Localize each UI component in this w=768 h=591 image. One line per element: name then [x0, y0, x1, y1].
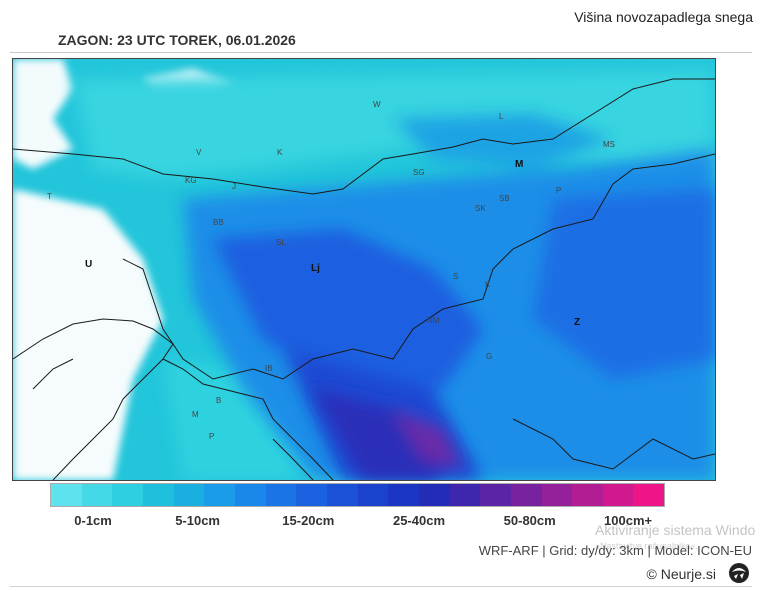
legend-swatch [633, 484, 665, 506]
model-info: WRF-ARF | Grid: dy/dy: 3km | Model: ICON… [478, 543, 752, 558]
legend-swatch [572, 484, 603, 506]
legend-label: 0-1cm [74, 513, 112, 528]
legend-swatch [234, 484, 266, 506]
legend-swatch [142, 484, 174, 506]
place-label: SK [475, 204, 486, 213]
place-label: U [85, 259, 92, 270]
place-label: SB [499, 194, 510, 203]
place-label: V [196, 148, 202, 157]
place-label: IB [265, 364, 273, 373]
place-label: P [209, 432, 214, 441]
legend-labels: 0-1cm 5-10cm 15-20cm 25-40cm 50-80cm 100cm+ [50, 513, 665, 531]
place-label: B [216, 396, 221, 405]
country-borders [13, 78, 715, 480]
place-labels: W L MS M SG T V K KG J P SK SB BB U Lj S… [47, 100, 615, 441]
place-label: M [192, 410, 199, 419]
place-label: K [277, 148, 283, 157]
legend-swatch [204, 484, 235, 506]
place-label: L [499, 112, 504, 121]
legend-swatch [326, 484, 358, 506]
snow-40-80cm [313, 389, 463, 480]
legend-swatch [480, 484, 511, 506]
storm-logo-icon [728, 562, 750, 584]
legend-swatch [602, 484, 634, 506]
snowfall-map: W L MS M SG T V K KG J P SK SB BB U Lj S… [12, 58, 716, 481]
legend-swatch [112, 484, 143, 506]
legend-swatch [81, 484, 113, 506]
place-label: K [485, 280, 491, 289]
legend-label: 100cm+ [604, 513, 653, 528]
place-label: KG [185, 176, 197, 185]
legend-swatch [418, 484, 450, 506]
legend-swatch [173, 484, 205, 506]
place-label: Lj [311, 263, 320, 274]
windows-activation-hint: »Nastavitve računalnika«. [595, 541, 699, 551]
place-label: P [556, 186, 561, 195]
legend-swatch [541, 484, 573, 506]
run-time-label: ZAGON: 23 UTC TOREK, 06.01.2026 [58, 32, 296, 48]
map-title: Višina novozapadlega snega [574, 9, 753, 25]
place-label: Z [574, 317, 580, 328]
snow-20-40cm [213, 189, 715, 480]
place-label: MS [603, 140, 615, 149]
place-label: G [486, 352, 492, 361]
legend-label: 50-80cm [503, 513, 556, 528]
header-divider [10, 52, 752, 53]
place-label: M [515, 159, 523, 170]
legend-swatch [51, 484, 82, 506]
copyright-link[interactable]: © Neurje.si [646, 566, 716, 582]
legend-label: 25-40cm [392, 513, 446, 528]
legend-swatch [388, 484, 419, 506]
legend-label: 5-10cm [175, 513, 220, 528]
legend-swatch [510, 484, 542, 506]
legend-swatch [296, 484, 327, 506]
place-label: J [232, 182, 236, 191]
legend-label: 15-20cm [282, 513, 335, 528]
place-label: S [453, 272, 458, 281]
legend-swatch [357, 484, 389, 506]
legend-swatch [449, 484, 481, 506]
place-label: W [373, 100, 381, 109]
place-label: BB [213, 218, 224, 227]
legend-swatch [265, 484, 297, 506]
place-label: T [47, 192, 52, 201]
place-label: SG [413, 168, 425, 177]
color-scale-legend [50, 483, 665, 507]
place-label: NM [427, 316, 440, 325]
windows-activation-watermark: Aktiviranje sistema Windo [595, 522, 756, 538]
footer-divider [10, 586, 752, 587]
place-label: SL [276, 238, 286, 247]
map-canvas: W L MS M SG T V K KG J P SK SB BB U Lj S… [13, 59, 715, 480]
